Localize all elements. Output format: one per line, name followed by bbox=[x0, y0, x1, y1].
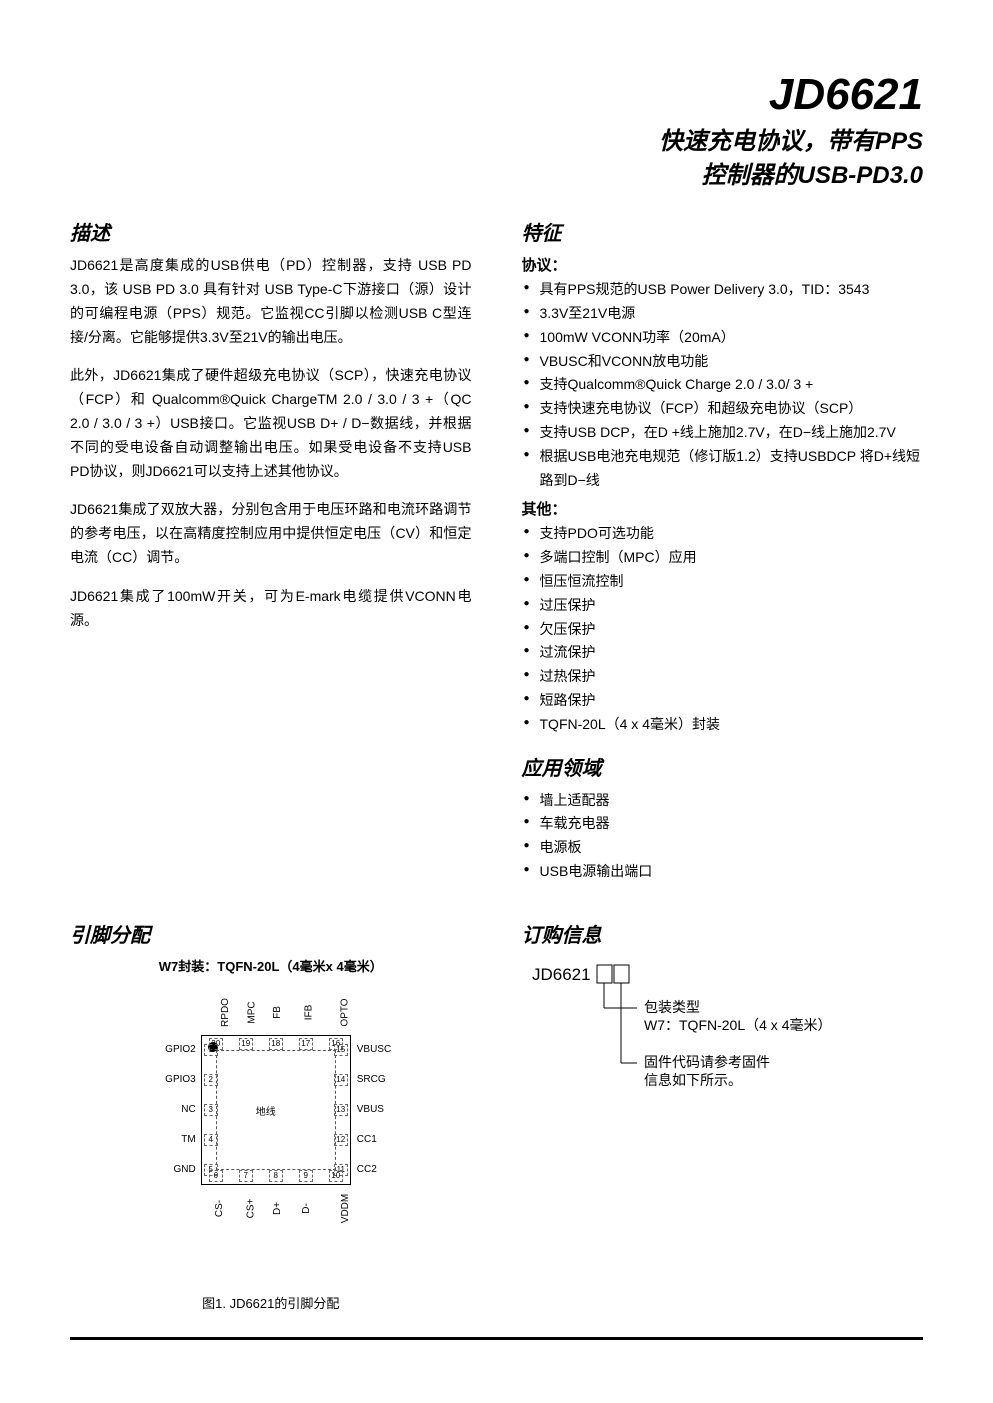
list-item: 墙上适配器 bbox=[522, 789, 924, 813]
list-item: 具有PPS规范的USB Power Delivery 3.0，TID：3543 bbox=[522, 278, 924, 302]
pin-box: 14 bbox=[334, 1074, 348, 1086]
ordering-heading: 订购信息 bbox=[522, 919, 924, 948]
pin-label: VDDM bbox=[340, 1193, 351, 1222]
list-item: VBUSC和VCONN放电功能 bbox=[522, 350, 924, 374]
applications-heading: 应用领域 bbox=[522, 752, 924, 781]
list-item: 过压保护 bbox=[522, 594, 924, 618]
pin-label: TM bbox=[156, 1134, 196, 1145]
description-p1: JD6621是高度集成的USB供电（PD）控制器，支持 USB PD 3.0，该… bbox=[70, 254, 472, 349]
pinout-caption: 图1. JD6621的引脚分配 bbox=[70, 1293, 472, 1312]
list-item: 根据USB电池充电规范（修订版1.2）支持USBDCP 将D+线短路到D−线 bbox=[522, 445, 924, 493]
description-section: 描述 JD6621是高度集成的USB供电（PD）控制器，支持 USB PD 3.… bbox=[70, 217, 472, 884]
pin-label: FB bbox=[272, 1006, 283, 1019]
pin-label: OPTO bbox=[339, 998, 350, 1026]
pin-label: CC1 bbox=[357, 1134, 377, 1145]
title-main: JD6621 bbox=[70, 70, 923, 120]
features-section: 特征 协议： 具有PPS规范的USB Power Delivery 3.0，TI… bbox=[522, 217, 924, 884]
pin-label: VBUSC bbox=[357, 1044, 391, 1055]
pin-box: 12 bbox=[334, 1134, 348, 1146]
pin-box: 18 bbox=[269, 1038, 283, 1050]
list-item: 支持Qualcomm®Quick Charge 2.0 / 3.0/ 3 + bbox=[522, 373, 924, 397]
list-item: 车载充电器 bbox=[522, 812, 924, 836]
list-item: 过流保护 bbox=[522, 641, 924, 665]
list-item: TQFN-20L（4 x 4毫米）封装 bbox=[522, 713, 924, 737]
applications-list: 墙上适配器车载充电器电源板USB电源输出端口 bbox=[522, 789, 924, 884]
pin-box: 19 bbox=[239, 1038, 253, 1050]
chip-center-label: 地线 bbox=[256, 1103, 276, 1118]
order-fw-label2: 信息如下所示。 bbox=[644, 1072, 742, 1088]
list-item: 3.3V至21V电源 bbox=[522, 302, 924, 326]
pin-label: MPC bbox=[246, 1001, 257, 1023]
pin-box: 13 bbox=[334, 1104, 348, 1116]
description-p4: JD6621集成了100mW开关，可为E-mark电缆提供VCONN电源。 bbox=[70, 585, 472, 633]
list-item: 支持快速充电协议（FCP）和超级充电协议（SCP） bbox=[522, 397, 924, 421]
other-heading: 其他： bbox=[522, 498, 924, 519]
pinout-heading: 引脚分配 bbox=[70, 919, 472, 948]
pin-label: CC2 bbox=[357, 1164, 377, 1175]
features-heading: 特征 bbox=[522, 217, 924, 246]
order-box2 bbox=[614, 965, 629, 983]
pin-label: SRCG bbox=[357, 1074, 386, 1085]
title-sub-line1: 快速充电协议，带有PPS bbox=[659, 128, 923, 155]
list-item: USB电源输出端口 bbox=[522, 860, 924, 884]
list-item: 恒压恒流控制 bbox=[522, 570, 924, 594]
pin-label: VBUS bbox=[357, 1104, 384, 1115]
pin-box: 9 bbox=[299, 1170, 313, 1182]
pinout-pkg-label: W7封装：TQFN-20L（4毫米x 4毫米） bbox=[70, 956, 472, 975]
description-p2: 此外，JD6621集成了硬件超级充电协议（SCP），快速充电协议（FCP）和 Q… bbox=[70, 364, 472, 483]
pin-box: 15 bbox=[334, 1044, 348, 1056]
pin-box: 8 bbox=[269, 1170, 283, 1182]
ordering-section: 订购信息 JD6621 包装类型 W7：TQFN-20L（4 x 4毫米） 固件… bbox=[522, 919, 924, 1312]
other-list: 支持PDO可选功能多端口控制（MPC）应用恒压恒流控制过压保护欠压保护过流保护过… bbox=[522, 522, 924, 736]
pin-label: NC bbox=[156, 1104, 196, 1115]
list-item: 短路保护 bbox=[522, 689, 924, 713]
protocol-list: 具有PPS规范的USB Power Delivery 3.0，TID：35433… bbox=[522, 278, 924, 492]
pin-label: GPIO2 bbox=[156, 1044, 196, 1055]
pin-label: CS- bbox=[214, 1200, 225, 1217]
pin-box: 7 bbox=[239, 1170, 253, 1182]
chip-inner-outline bbox=[216, 1050, 336, 1170]
pin-box: 3 bbox=[204, 1104, 218, 1116]
list-item: 支持USB DCP，在D +线上施加2.7V，在D−线上施加2.7V bbox=[522, 421, 924, 445]
title-sub: 快速充电协议，带有PPS 控制器的USB-PD3.0 bbox=[70, 125, 923, 192]
pin-label: D- bbox=[301, 1203, 312, 1214]
list-item: 电源板 bbox=[522, 836, 924, 860]
protocol-heading: 协议： bbox=[522, 254, 924, 275]
pin-box: 5 bbox=[204, 1164, 218, 1176]
main-columns: 描述 JD6621是高度集成的USB供电（PD）控制器，支持 USB PD 3.… bbox=[70, 217, 923, 884]
pin-box: 4 bbox=[204, 1134, 218, 1146]
order-part-text: JD6621 bbox=[532, 965, 591, 984]
order-fw-label1: 固件代码请参考固件 bbox=[644, 1054, 770, 1070]
pin-label: IFB bbox=[303, 1004, 314, 1020]
ordering-diagram: JD6621 包装类型 W7：TQFN-20L（4 x 4毫米） 固件代码请参考… bbox=[522, 958, 924, 1133]
list-item: 多端口控制（MPC）应用 bbox=[522, 546, 924, 570]
pin-box: 2 bbox=[204, 1074, 218, 1086]
list-item: 欠压保护 bbox=[522, 618, 924, 642]
description-p3: JD6621集成了双放大器，分别包含用于电压环路和电流环路调节的参考电压，以在高… bbox=[70, 498, 472, 569]
pinout-diagram: 地线 20RPDO19MPC18FB17IFB16OPTO15VBUSC14SR… bbox=[121, 985, 421, 1285]
order-pkg-type-value: W7：TQFN-20L（4 x 4毫米） bbox=[644, 1017, 831, 1033]
title-sub-line2: 控制器的USB-PD3.0 bbox=[702, 162, 923, 189]
pin-label: CS+ bbox=[245, 1198, 256, 1218]
order-pkg-type-label: 包装类型 bbox=[644, 999, 700, 1015]
list-item: 过热保护 bbox=[522, 665, 924, 689]
pin-label: GPIO3 bbox=[156, 1074, 196, 1085]
pin-label: RPDO bbox=[220, 998, 231, 1027]
pin-box: 1 bbox=[204, 1044, 218, 1056]
pin-box: 17 bbox=[299, 1038, 313, 1050]
order-box1 bbox=[597, 965, 612, 983]
list-item: 100mW VCONN功率（20mA） bbox=[522, 326, 924, 350]
pin-box: 10 bbox=[329, 1170, 343, 1182]
description-heading: 描述 bbox=[70, 217, 472, 246]
pin-label: GND bbox=[156, 1164, 196, 1175]
lower-section: 引脚分配 W7封装：TQFN-20L（4毫米x 4毫米） 地线 20RPDO19… bbox=[70, 919, 923, 1312]
pinout-section: 引脚分配 W7封装：TQFN-20L（4毫米x 4毫米） 地线 20RPDO19… bbox=[70, 919, 472, 1312]
pin-label: D+ bbox=[272, 1202, 283, 1215]
bottom-rule bbox=[70, 1337, 923, 1340]
list-item: 支持PDO可选功能 bbox=[522, 522, 924, 546]
